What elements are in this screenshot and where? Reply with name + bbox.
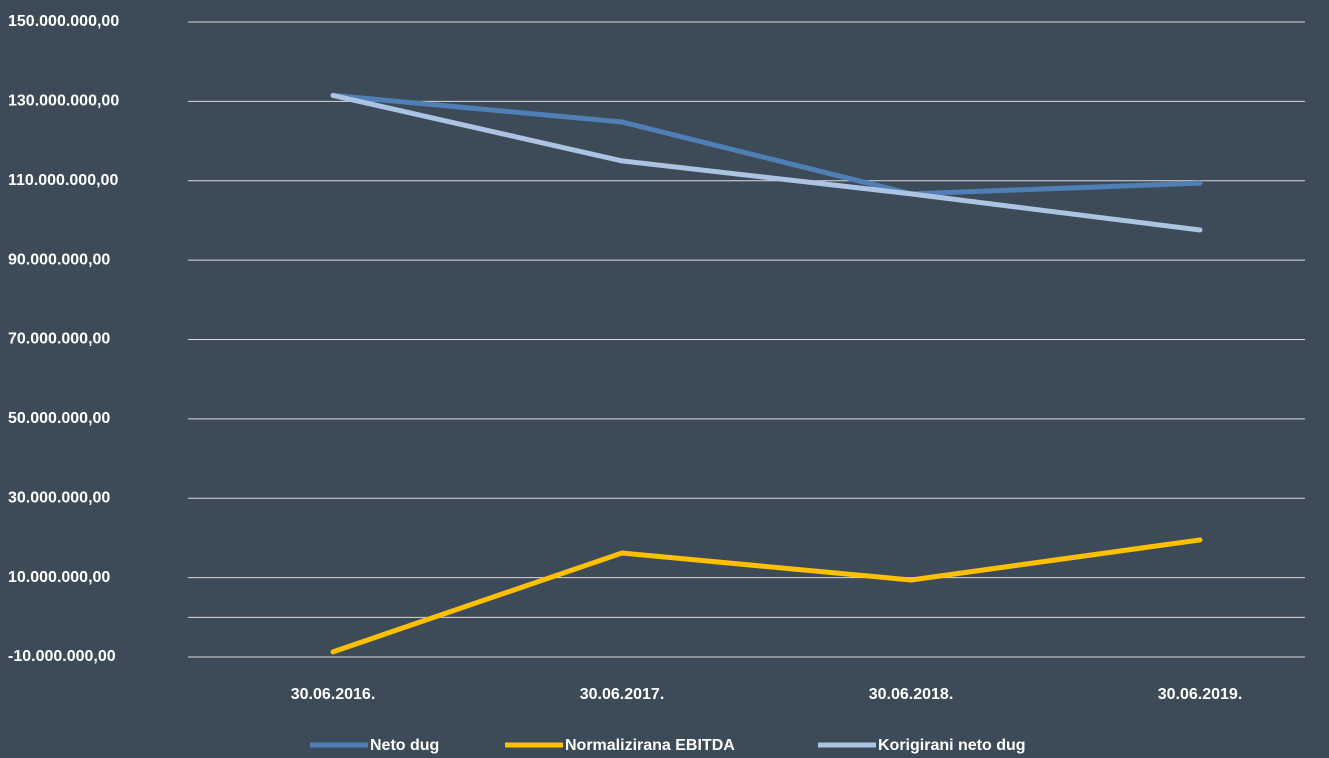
- y-tick-label: 110.000.000,00: [8, 172, 118, 189]
- y-tick-label: 150.000.000,00: [8, 13, 119, 30]
- series-line: [330, 537, 1203, 655]
- x-tick-label: 30.06.2016.: [291, 686, 376, 703]
- x-tick-label: 30.06.2017.: [580, 686, 665, 703]
- y-tick-label: 10.000.000,00: [8, 569, 110, 586]
- y-tick-label: 50.000.000,00: [8, 410, 110, 427]
- series-line: [330, 92, 1203, 233]
- series-line: [330, 92, 1203, 197]
- legend-label: Korigirani neto dug: [878, 737, 1026, 754]
- legend-label: Neto dug: [370, 737, 439, 754]
- y-tick-label: 90.000.000,00: [8, 251, 110, 268]
- x-tick-label: 30.06.2019.: [1158, 686, 1243, 703]
- y-tick-label: 130.000.000,00: [8, 93, 119, 110]
- legend-label: Normalizirana EBITDA: [565, 737, 735, 754]
- y-tick-label: -10.000.000,00: [8, 648, 116, 665]
- y-tick-label: 70.000.000,00: [8, 331, 110, 348]
- x-tick-label: 30.06.2018.: [869, 686, 954, 703]
- y-tick-label: 30.000.000,00: [8, 489, 110, 506]
